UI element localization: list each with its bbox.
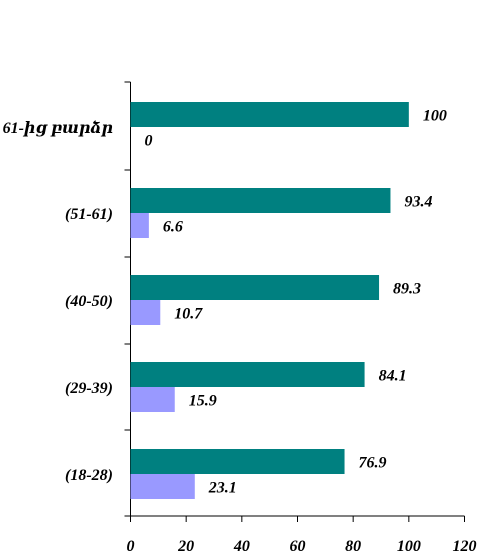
data-label: 0 bbox=[145, 133, 153, 150]
category-label: (18-28) bbox=[65, 467, 113, 484]
bar-series-1 bbox=[130, 102, 409, 127]
bar-series-2 bbox=[130, 300, 161, 325]
bar-series-1 bbox=[130, 275, 380, 300]
category-label: (51-61) bbox=[65, 206, 113, 223]
bar-series-2 bbox=[130, 213, 149, 238]
data-label: 23.1 bbox=[208, 480, 237, 497]
bar-series-1 bbox=[130, 188, 391, 213]
data-label: 93.4 bbox=[404, 194, 432, 211]
x-tick-label: 100 bbox=[397, 538, 421, 553]
x-tick-label: 120 bbox=[453, 538, 477, 553]
bar-series-2 bbox=[130, 387, 175, 412]
data-label: 15.9 bbox=[189, 393, 217, 410]
data-label: 84.1 bbox=[379, 368, 407, 385]
data-label: 89.3 bbox=[393, 281, 421, 298]
data-label: 10.7 bbox=[174, 306, 203, 323]
data-label: 100 bbox=[423, 108, 447, 125]
bar-series-1 bbox=[130, 449, 345, 474]
x-tick-label: 40 bbox=[233, 538, 250, 553]
bar-series-1 bbox=[130, 362, 365, 387]
bar-series-2 bbox=[130, 474, 195, 499]
category-label: (29-39) bbox=[65, 380, 113, 397]
x-tick-label: 0 bbox=[127, 538, 135, 553]
x-tick-label: 60 bbox=[290, 538, 306, 553]
category-label: 61-ից բարձր bbox=[3, 119, 113, 137]
category-label: (40-50) bbox=[65, 293, 113, 310]
x-tick-label: 80 bbox=[345, 538, 361, 553]
x-tick-label: 20 bbox=[177, 538, 194, 553]
data-label: 6.6 bbox=[163, 219, 183, 236]
data-label: 76.9 bbox=[359, 455, 387, 472]
